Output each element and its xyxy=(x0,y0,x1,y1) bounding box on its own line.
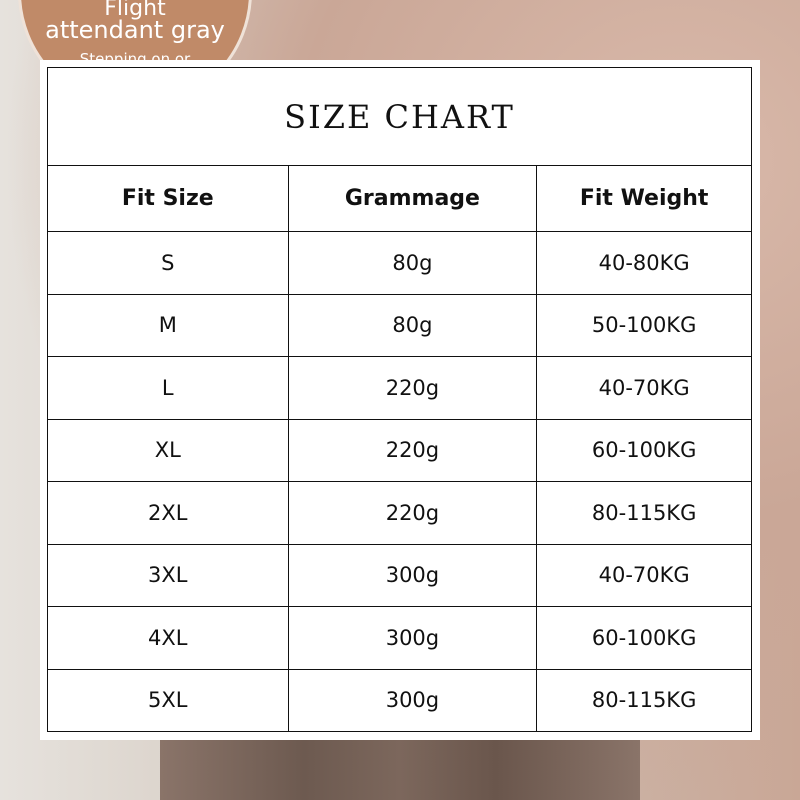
cell-fit-weight: 40-70KG xyxy=(536,356,752,420)
header-grammage: Grammage xyxy=(287,165,538,232)
cell-fit-weight: 80-115KG xyxy=(536,668,752,732)
table-row: 2XL 220g 80-115KG xyxy=(47,481,752,545)
size-chart-table: SIZE CHART Fit Size Grammage Fit Weight … xyxy=(47,67,752,732)
chart-title: SIZE CHART xyxy=(47,67,752,166)
table-row: 3XL 300g 40-70KG xyxy=(47,543,752,607)
background-photo-legs xyxy=(160,730,640,800)
size-chart-card: SIZE CHART Fit Size Grammage Fit Weight … xyxy=(40,60,760,740)
cell-grammage: 300g xyxy=(287,668,538,732)
header-fit-weight: Fit Weight xyxy=(536,165,752,232)
table-row: L 220g 40-70KG xyxy=(47,356,752,420)
cell-fit-size: S xyxy=(47,231,289,295)
cell-fit-size: L xyxy=(47,356,289,420)
cell-fit-size: 2XL xyxy=(47,481,289,545)
cell-fit-size: XL xyxy=(47,418,289,482)
header-fit-size: Fit Size xyxy=(47,165,289,232)
cell-fit-weight: 40-80KG xyxy=(536,231,752,295)
cell-fit-weight: 50-100KG xyxy=(536,293,752,357)
cell-fit-size: 5XL xyxy=(47,668,289,732)
cell-fit-weight: 60-100KG xyxy=(536,606,752,670)
cell-grammage: 220g xyxy=(287,418,538,482)
cell-grammage: 300g xyxy=(287,606,538,670)
cell-fit-weight: 40-70KG xyxy=(536,543,752,607)
cell-fit-size: 4XL xyxy=(47,606,289,670)
table-row: S 80g 40-80KG xyxy=(47,231,752,295)
table-row: 4XL 300g 60-100KG xyxy=(47,606,752,670)
cell-fit-weight: 80-115KG xyxy=(536,481,752,545)
cell-grammage: 220g xyxy=(287,481,538,545)
cell-grammage: 80g xyxy=(287,231,538,295)
cell-fit-size: 3XL xyxy=(47,543,289,607)
cell-fit-weight: 60-100KG xyxy=(536,418,752,482)
header-row: Fit Size Grammage Fit Weight xyxy=(47,165,752,232)
table-row: 5XL 300g 80-115KG xyxy=(47,668,752,732)
cell-grammage: 80g xyxy=(287,293,538,357)
cell-fit-size: M xyxy=(47,293,289,357)
cell-grammage: 220g xyxy=(287,356,538,420)
cell-grammage: 300g xyxy=(287,543,538,607)
table-row: XL 220g 60-100KG xyxy=(47,418,752,482)
badge-line-2: attendant gray xyxy=(45,16,225,44)
badge-line-1: Flight xyxy=(104,0,166,21)
table-row: M 80g 50-100KG xyxy=(47,293,752,357)
